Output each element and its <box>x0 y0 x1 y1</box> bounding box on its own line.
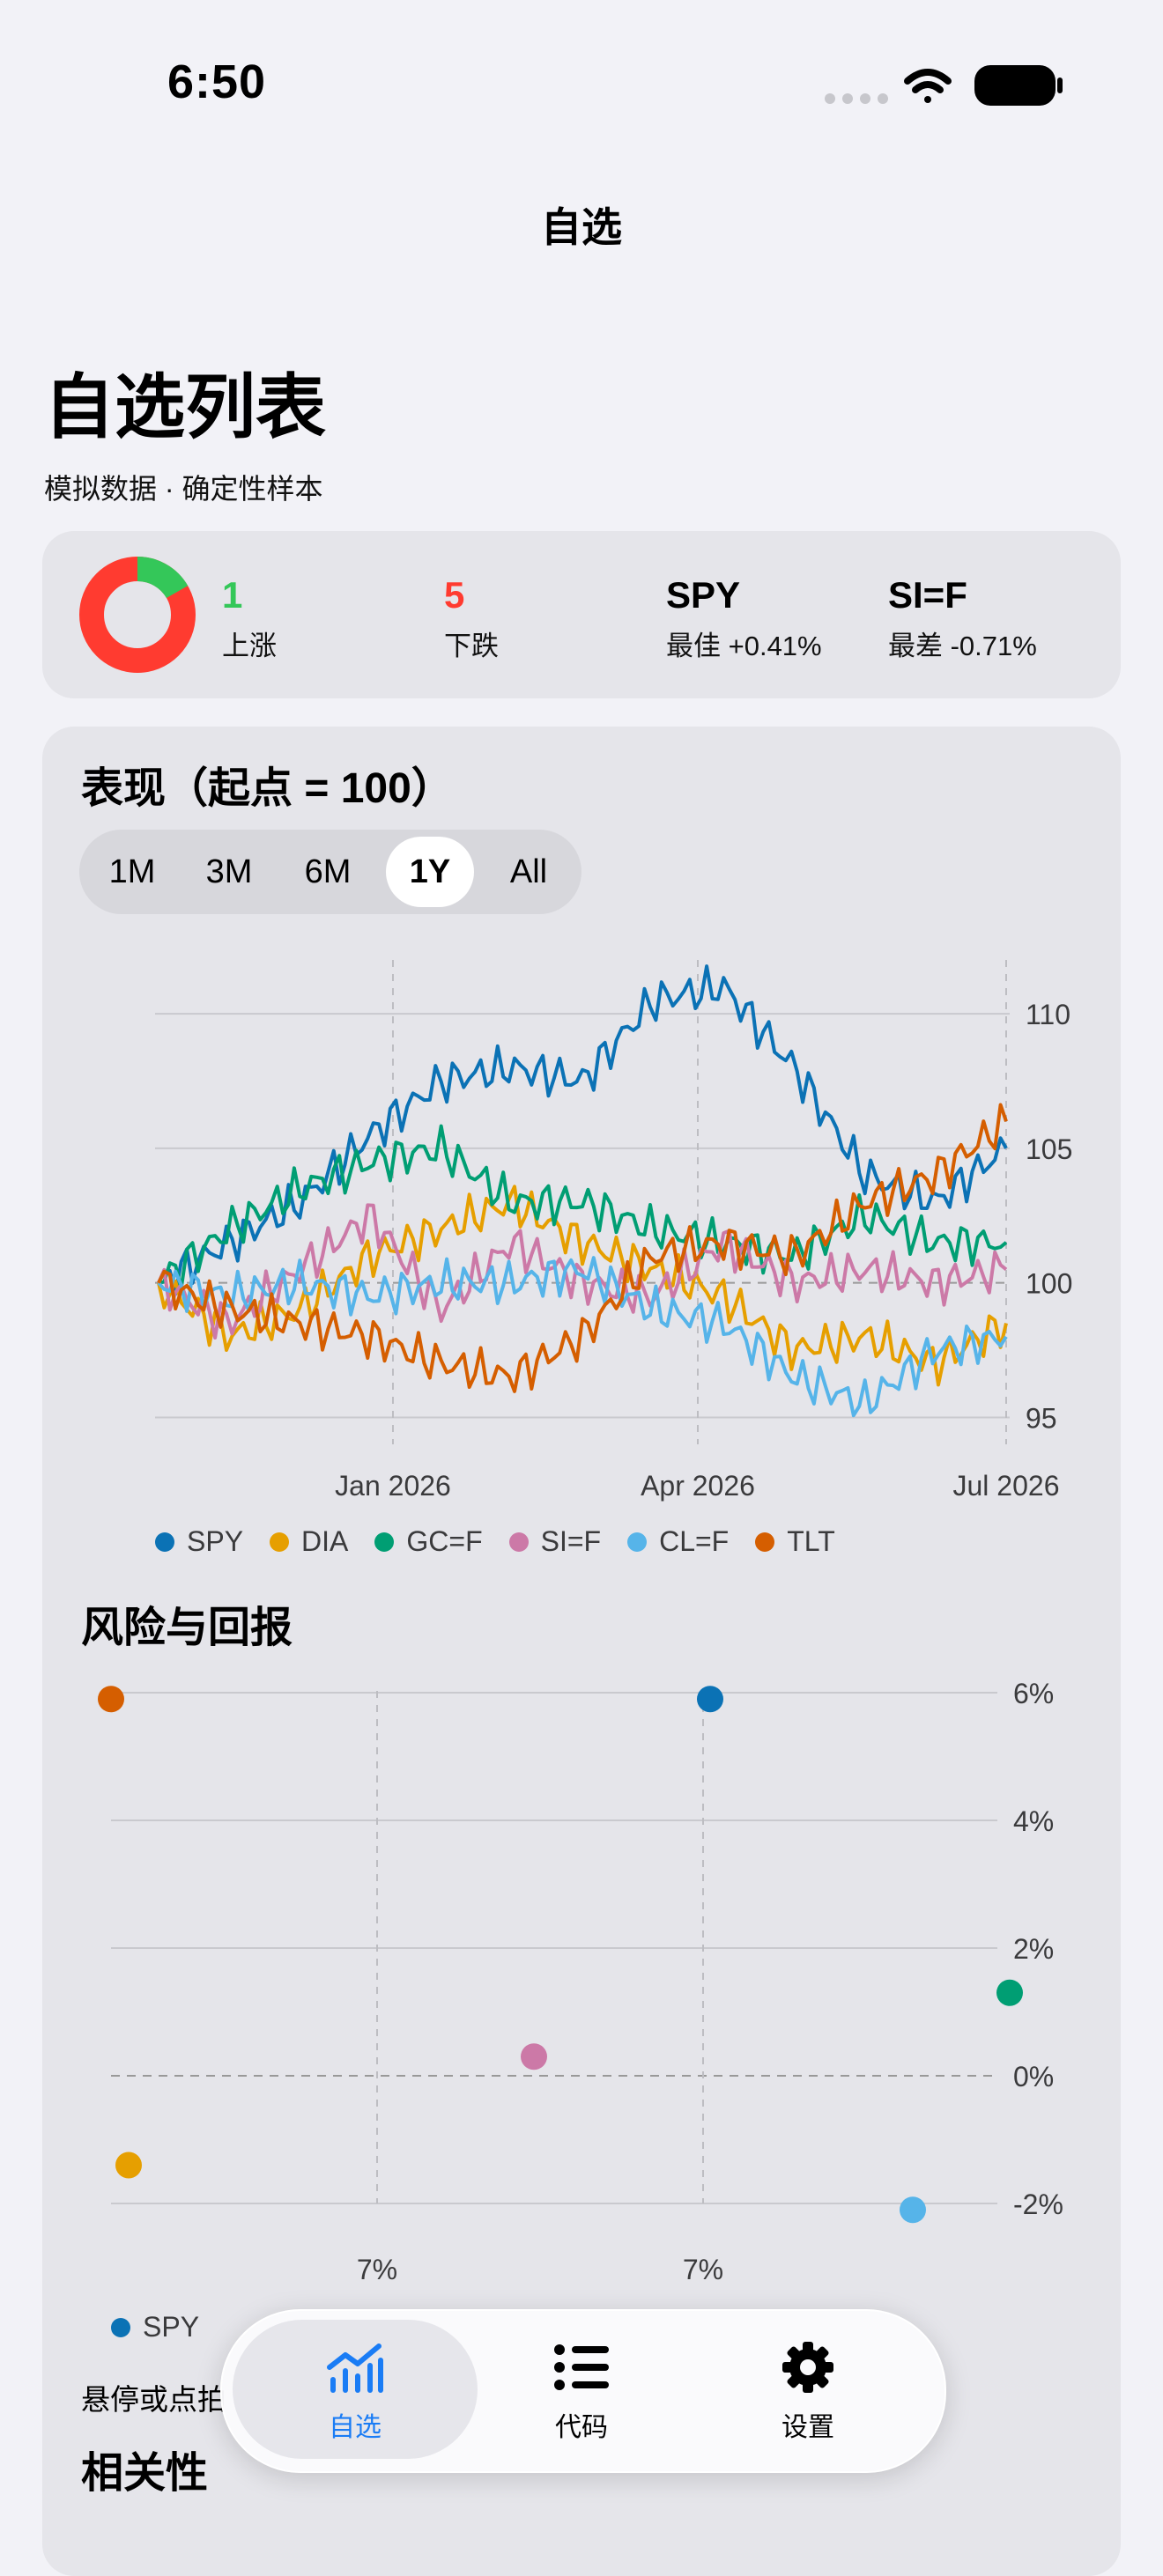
legend-dot <box>155 1532 174 1552</box>
list-icon <box>554 2344 609 2390</box>
legend-item-sif: SI=F <box>508 1525 601 1558</box>
legend-dot <box>374 1532 395 1552</box>
legend-item-dia: DIA <box>270 1525 348 1558</box>
nav-title: 自选 <box>541 204 622 250</box>
legend-item-clf: CL=F <box>627 1525 729 1558</box>
performance-legend: SPY DIA GC=F SI=F CL=F TLT <box>155 1525 862 1558</box>
page-title: 自选列表 <box>44 368 326 447</box>
series-line-tlt <box>157 1103 1008 1393</box>
page-subtitle: 模拟数据 · 确定性样本 <box>44 473 323 505</box>
risk-legend: SPY <box>111 2311 226 2343</box>
scatter-point-sif[interactable] <box>521 2043 547 2070</box>
tab-label: 代码 <box>555 2413 608 2442</box>
x-tick-label: Jan 2026 <box>335 1470 451 1502</box>
series-line-clf <box>157 1256 1008 1418</box>
up-count: 1 <box>222 574 243 616</box>
charts-card <box>42 727 1121 2576</box>
chart-icon <box>327 2343 383 2393</box>
risk-return-title: 风险与回报 <box>81 1605 293 1651</box>
series-line-gcf <box>158 1124 1008 1290</box>
y-tick-label: 2% <box>1013 1933 1054 1965</box>
y-tick-label: 0% <box>1013 2061 1054 2093</box>
donut-up-segment <box>79 557 196 673</box>
scatter-point-dia[interactable] <box>115 2152 142 2179</box>
legend-item-spy: SPY <box>155 1525 243 1558</box>
legend-item-gcf: GC=F <box>374 1525 483 1558</box>
legend-dot <box>111 2317 130 2337</box>
best-symbol: SPY <box>666 574 741 616</box>
worst-label: 最差 -0.71% <box>888 631 1037 661</box>
range-3m[interactable]: 3M <box>205 853 253 890</box>
wifi-icon <box>904 69 952 103</box>
performance-line-chart[interactable]: 95 100 105 110 Jan 2026 Apr 2026 Jul 2026 <box>79 942 1101 1515</box>
gear-icon <box>782 2342 833 2393</box>
best-label: 最佳 +0.41% <box>666 631 822 661</box>
up-label: 上涨 <box>222 631 277 661</box>
risk-return-scatter[interactable]: 6% 4% 2% 0% -2% 7% 7% <box>79 1656 1101 2307</box>
scatter-point-gcf[interactable] <box>996 1979 1023 2006</box>
y-tick-label: 95 <box>1026 1402 1057 1434</box>
scatter-point-clf[interactable] <box>900 2196 926 2224</box>
worst-symbol: SI=F <box>888 574 967 616</box>
range-6m[interactable]: 6M <box>304 853 352 890</box>
y-tick-label: 105 <box>1026 1133 1072 1165</box>
tab-symbols[interactable]: 代码 <box>493 2341 670 2444</box>
status-time: 6:50 <box>167 55 267 108</box>
series-line-sif <box>157 1203 1008 1340</box>
y-tick-label: 110 <box>1026 999 1070 1030</box>
legend-dot <box>755 1532 775 1552</box>
tab-label: 自选 <box>329 2413 381 2442</box>
y-tick-label: 6% <box>1013 1678 1054 1709</box>
y-tick-label: 100 <box>1026 1268 1072 1300</box>
legend-item-spy: SPY <box>111 2311 199 2343</box>
series-line-spy <box>157 964 1008 1296</box>
range-segmented-control[interactable]: 1M 3M 6M 1Y All <box>79 830 582 914</box>
battery-icon <box>974 65 1056 106</box>
status-icons <box>825 65 1063 106</box>
legend-item-tlt: TLT <box>755 1525 835 1558</box>
range-1y[interactable]: 1Y <box>386 837 474 907</box>
x-tick-label: Jul 2026 <box>953 1470 1060 1502</box>
legend-dot <box>627 1532 648 1552</box>
scatter-point-tlt[interactable] <box>98 1686 124 1713</box>
performance-title: 表现（起点 = 100） <box>81 765 454 812</box>
x-tick-label: 7% <box>683 2254 723 2285</box>
up-down-donut <box>79 557 196 673</box>
scatter-point-spy[interactable] <box>697 1686 723 1713</box>
correlation-title: 相关性 <box>81 2450 209 2497</box>
tab-settings[interactable]: 设置 <box>720 2341 896 2444</box>
legend-dot <box>508 1532 529 1552</box>
hover-hint: 悬停或点拍 <box>81 2383 226 2416</box>
x-tick-label: 7% <box>357 2254 397 2285</box>
down-label: 下跌 <box>444 631 499 661</box>
summary-card <box>42 531 1121 698</box>
x-tick-label: Apr 2026 <box>641 1470 755 1502</box>
tab-watchlist[interactable]: 自选 <box>267 2341 443 2444</box>
legend-dot <box>270 1532 290 1552</box>
y-tick-label: 4% <box>1013 1805 1054 1837</box>
range-1m[interactable]: 1M <box>108 853 156 890</box>
down-count: 5 <box>444 574 465 616</box>
series-line-dia <box>157 1185 1008 1387</box>
y-tick-label: -2% <box>1013 2188 1063 2220</box>
range-all[interactable]: All <box>509 853 548 890</box>
tab-label: 设置 <box>782 2413 834 2442</box>
signal-icon <box>825 93 888 104</box>
